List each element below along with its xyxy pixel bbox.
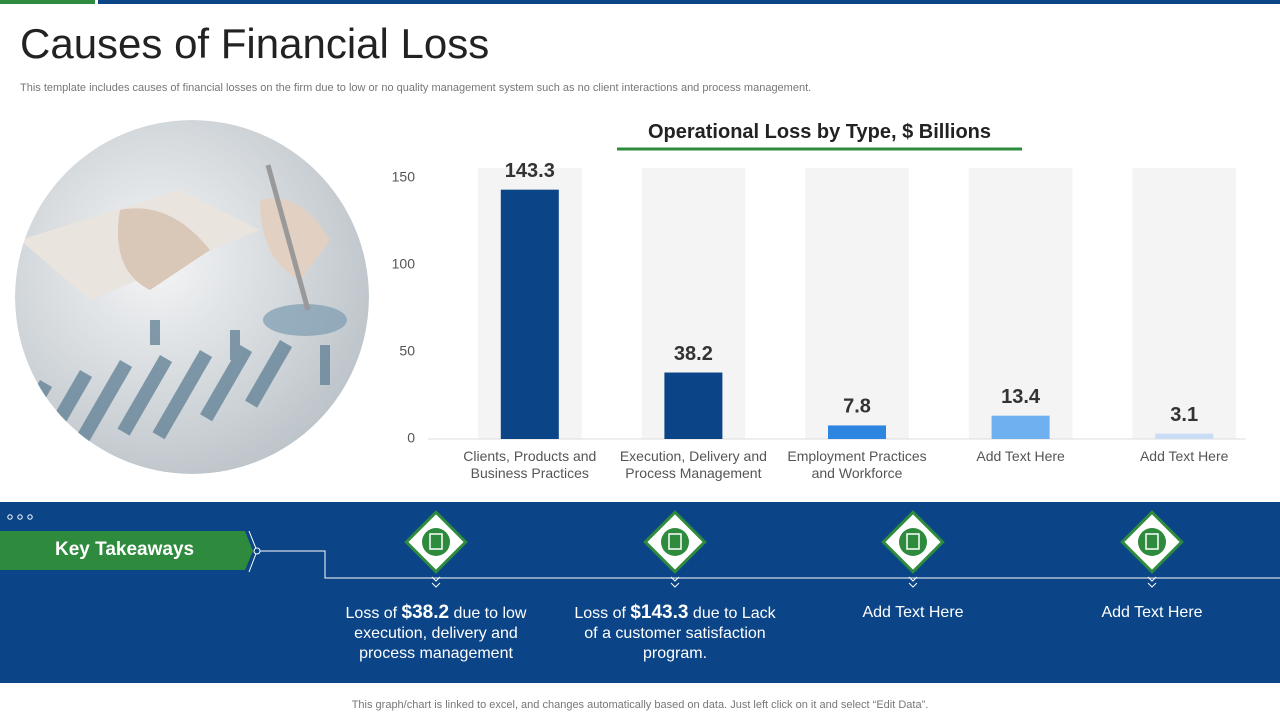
photo: [15, 120, 369, 474]
takeaway-text: Loss of $38.2 due to low execution, deli…: [331, 603, 541, 664]
bar: [1155, 433, 1214, 439]
takeaway-before: Loss of: [345, 605, 402, 622]
chart-title: Operational Loss by Type, $ Billions: [647, 121, 992, 143]
icon-glyph: [429, 533, 443, 550]
y-tick-label: 100: [392, 256, 416, 272]
key-takeaways-title: Key Takeaways: [55, 539, 195, 560]
takeaway-label: Add Text Here: [862, 604, 964, 621]
connector-line: [257, 550, 1280, 579]
icon-glyph: [906, 533, 920, 550]
title: Causes of Financial Loss: [20, 20, 490, 67]
x-tick-label: Execution, Delivery and Process Manageme…: [619, 448, 767, 481]
top-bar-green: [0, 0, 95, 4]
takeaway-text: Loss of $143.3 due to Lack of a customer…: [570, 603, 780, 664]
chevron: [670, 576, 680, 588]
bar: [991, 415, 1050, 439]
icon: [661, 528, 689, 556]
takeaway-before: Loss of: [574, 605, 631, 622]
takeaway-text: Add Text Here: [1047, 603, 1257, 623]
dots: [7, 514, 33, 520]
takeaway-highlight: $143.3: [630, 602, 689, 623]
bar: [828, 425, 886, 439]
takeaway-label: Add Text Here: [1101, 604, 1203, 621]
x-tick-label: Employment Practices and Workforce: [787, 448, 927, 481]
icon-glyph: [1145, 533, 1159, 550]
x-tick-label: Clients, Products and Business Practices: [463, 448, 597, 481]
connector-dot: [253, 547, 261, 555]
y-tick-label: 50: [399, 343, 415, 359]
bar: [664, 372, 723, 439]
chevron: [908, 576, 918, 588]
takeaway-highlight: $38.2: [401, 602, 450, 623]
bar-background: [968, 168, 1073, 439]
icon: [422, 528, 450, 556]
key-takeaways-tab: [0, 531, 253, 570]
value-label: 38.2: [674, 343, 713, 365]
icon: [899, 528, 927, 556]
y-tick-label: 150: [392, 169, 416, 185]
chevron: [1147, 576, 1157, 588]
takeaway-text: Add Text Here: [808, 603, 1018, 623]
value-label: 13.4: [1001, 386, 1041, 408]
bar-background: [805, 168, 909, 439]
chevron: [431, 576, 441, 588]
value-label: 143.3: [505, 160, 555, 182]
value-label: 7.8: [843, 396, 871, 418]
footer-note: This graph/chart is linked to excel, and…: [351, 699, 929, 711]
x-tick-label: Add Text Here: [1139, 448, 1229, 464]
top-bar-navy: [98, 0, 1280, 4]
value-label: 3.1: [1170, 404, 1198, 426]
takeaway-after: due to low execution, delivery and proce…: [354, 605, 527, 662]
bar: [500, 189, 559, 439]
icon: [1138, 528, 1166, 556]
icon-glyph: [668, 533, 682, 550]
subtitle: This template includes causes of financi…: [20, 82, 812, 94]
x-tick-label: Add Text Here: [976, 448, 1065, 464]
bar-background: [1132, 168, 1236, 439]
takeaway-after: due to Lack of a customer satisfaction p…: [584, 605, 776, 662]
y-tick-label: 0: [407, 430, 415, 446]
